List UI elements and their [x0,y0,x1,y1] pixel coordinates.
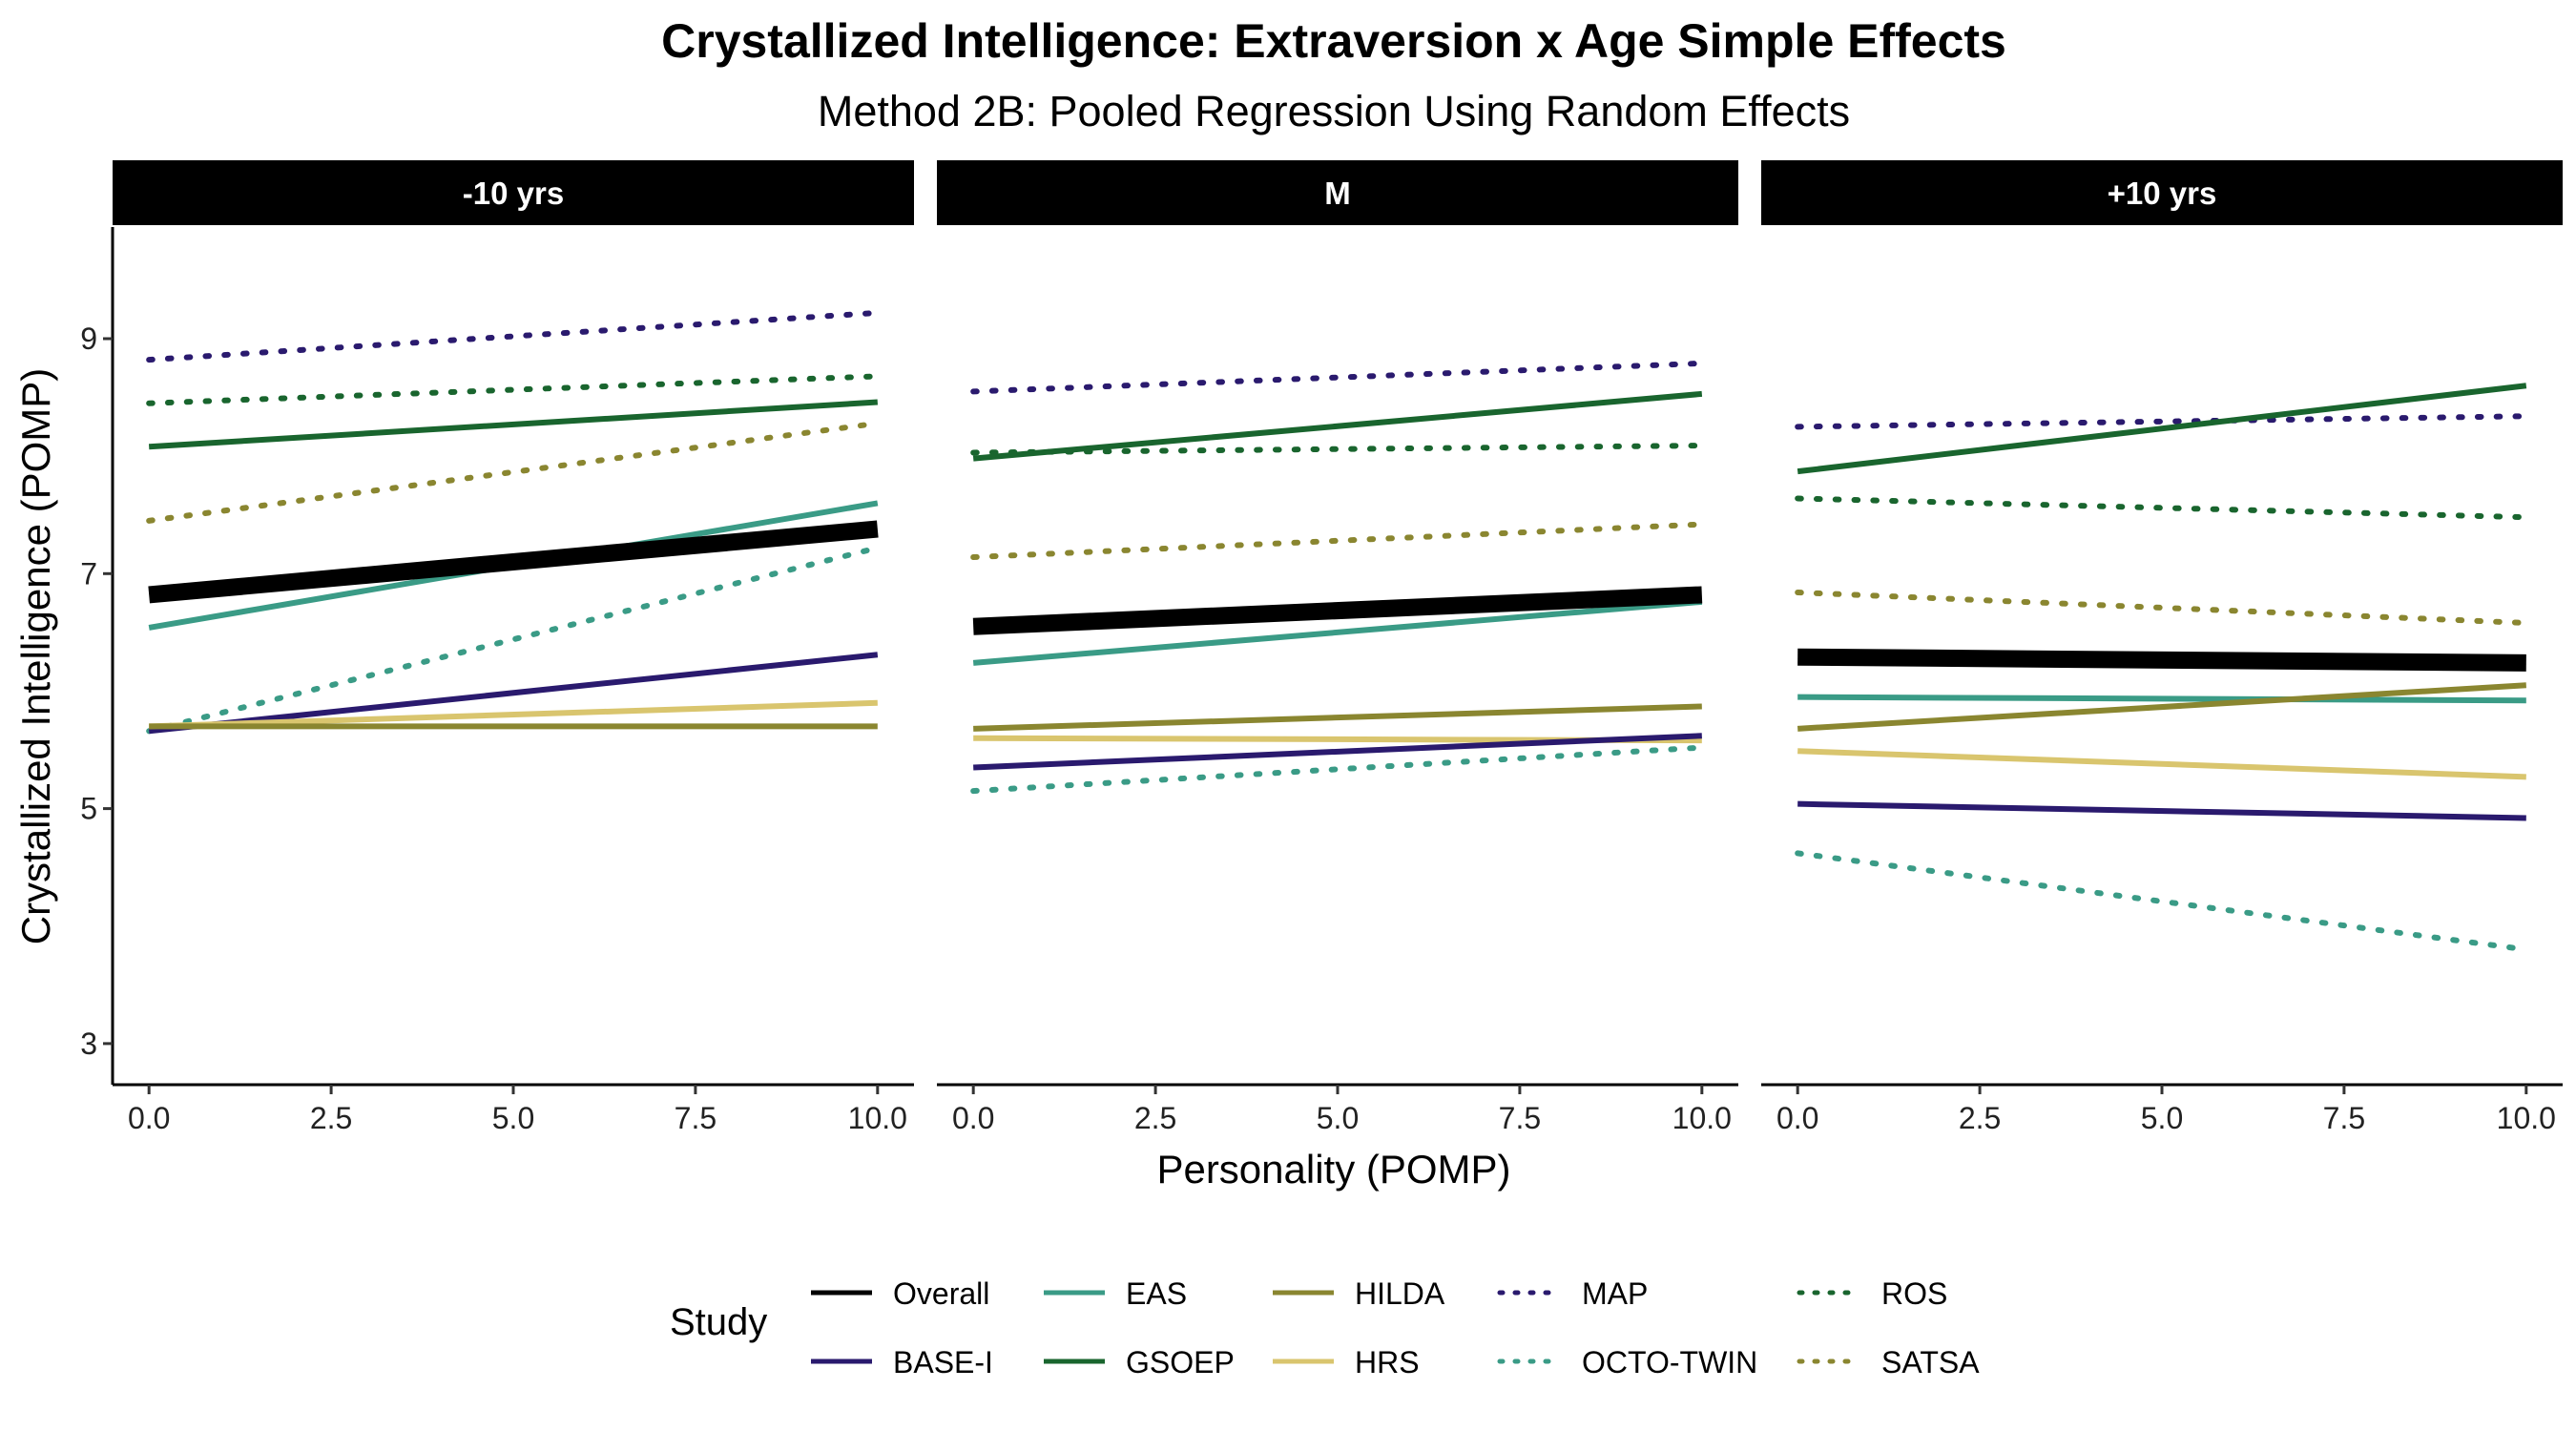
legend-item-overall: Overall [811,1276,989,1311]
y-tick-label: 9 [80,321,97,356]
x-tick-label: 2.5 [310,1101,352,1135]
series-line-gsoep [1797,383,2527,475]
series-line-octo-twin [1795,850,2529,953]
series-line-eas [1797,694,2526,704]
x-tick-label: 10.0 [848,1101,907,1135]
legend-item-hilda: HILDA [1273,1276,1445,1311]
legend-label: HILDA [1355,1276,1445,1311]
series-line-octo-twin [146,545,881,735]
x-tick-label: 0.0 [1776,1101,1818,1135]
series-line-satsa [970,521,1705,561]
facet-strip [937,160,1738,225]
series-line-base-i [148,652,879,735]
series-line-overall [972,586,1703,635]
series-line-gsoep [148,399,879,450]
y-tick-label: 7 [80,556,97,591]
chart-subtitle: Method 2B: Pooled Regression Using Rando… [818,87,1850,135]
series-line-satsa [1795,589,2529,627]
legend-item-eas: EAS [1044,1276,1187,1311]
x-tick-label: 2.5 [1959,1101,2001,1135]
series-line-eas [972,598,1703,666]
series-line-base-i [1797,800,2526,821]
legend-label: ROS [1881,1276,1947,1311]
series-line-map [146,309,881,363]
series-line-ros [146,373,881,406]
x-tick-label: 7.5 [675,1101,717,1135]
legend: Study Overall BASE-I EAS GSOEP HILDA HRS MAP OC… [670,1276,1980,1379]
series-line-hilda [973,703,1702,732]
series-line-hilda [1797,682,2526,732]
legend-item-gsoep: GSOEP [1044,1345,1235,1379]
x-tick-label: 2.5 [1134,1101,1176,1135]
series-line-hrs [1797,748,2526,780]
facet-strip-label: M [1324,176,1351,211]
legend-label: MAP [1582,1276,1648,1311]
legend-item-map: MAP [1497,1276,1648,1311]
x-axis-title: Personality (POMP) [1156,1147,1510,1192]
x-tick-label: 0.0 [952,1101,994,1135]
y-tick-label: 3 [80,1027,97,1061]
facet-strip [113,160,914,225]
facet-strip-label: +10 yrs [2108,176,2217,211]
legend-label: HRS [1355,1345,1420,1379]
series-line-ros [970,443,1705,456]
x-tick-label: 5.0 [492,1101,534,1135]
legend-title: Study [670,1301,767,1343]
facet-panel: +10 yrs 0.0 2.5 5.0 7.5 10.0 [1761,160,2563,1135]
legend-item-base-i: BASE-I [811,1345,993,1379]
series-line-octo-twin [970,744,1705,795]
x-tick-label: 7.5 [2323,1101,2365,1135]
x-tick-label: 10.0 [1672,1101,1732,1135]
legend-label: BASE-I [893,1345,993,1379]
legend-item-hrs: HRS [1273,1345,1420,1379]
legend-item-satsa: SATSA [1797,1345,1980,1379]
legend-label: GSOEP [1126,1345,1235,1379]
x-tick-label: 7.5 [1499,1101,1541,1135]
y-tick-label: 5 [80,792,97,826]
x-tick-label: 10.0 [2497,1101,2556,1135]
facet-strip-label: -10 yrs [463,176,564,211]
facet-panel: -10 yrs 3 5 7 9 0.0 2.5 5.0 7.5 10.0 [80,160,914,1135]
legend-label: SATSA [1881,1345,1980,1379]
x-tick-label: 5.0 [1317,1101,1359,1135]
series-line-overall [1797,648,2526,672]
facet-strip [1761,160,2563,225]
legend-label: OCTO-TWIN [1582,1345,1757,1379]
series-line-map [1795,413,2529,430]
chart-title: Crystallized Intelligence: Extraversion … [661,14,2006,68]
series-line-base-i [973,733,1702,771]
x-tick-label: 5.0 [2141,1101,2183,1135]
facet-panels: -10 yrs 3 5 7 9 0.0 2.5 5.0 7.5 10.0 M 0.0 2.5 5.0 7.5… [80,160,2563,1135]
facet-panel: M 0.0 2.5 5.0 7.5 10.0 [937,160,1738,1135]
legend-item-ros: ROS [1797,1276,1947,1311]
legend-item-octo-twin: OCTO-TWIN [1497,1345,1757,1379]
series-line-map [970,360,1705,395]
series-line-ros [1795,495,2529,521]
x-tick-label: 0.0 [128,1101,170,1135]
series-line-hrs [149,699,878,730]
y-axis-title: Crystallized Intelligence (POMP) [13,368,58,945]
legend-label: Overall [893,1276,989,1311]
series-line-gsoep [972,390,1703,462]
series-line-overall [148,520,879,604]
legend-label: EAS [1126,1276,1187,1311]
